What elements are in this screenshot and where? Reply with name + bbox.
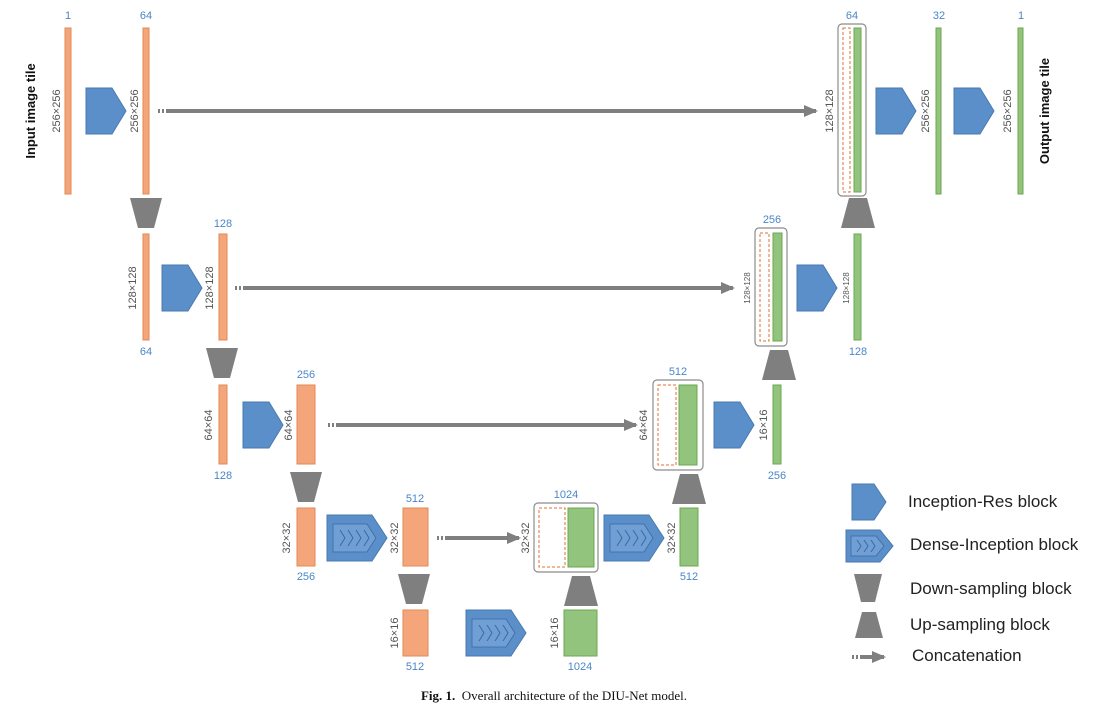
dec2-skip-bar	[759, 232, 770, 342]
enc3-in-bar	[218, 384, 228, 465]
size-label-dec3-concat: 64×64	[638, 410, 650, 441]
dec2-up-bar	[772, 232, 783, 342]
bottleneck-up-bar	[567, 507, 595, 568]
size-label-enc3-out: 64×64	[283, 410, 295, 441]
label-dec1-mid-channels: 32	[933, 10, 945, 22]
dec4-out-bar	[679, 507, 699, 567]
size-label-enc2-in: 128×128	[127, 266, 139, 309]
enc4-in-bar	[296, 507, 316, 567]
label-enc2-in-channels: 64	[140, 346, 152, 358]
inception-res-block-1	[85, 87, 127, 135]
dec3-up-bar	[678, 384, 698, 466]
enc2-out-bar	[218, 233, 228, 341]
inception-res-block-3	[242, 401, 284, 449]
dense-inception-block-1	[326, 514, 388, 562]
size-label-dec2-concat: 128×128	[743, 272, 752, 304]
up-sampling-block-2	[762, 350, 796, 380]
dec1-up-bar	[853, 27, 862, 193]
dec2-out-bar	[853, 233, 862, 341]
input-image-tile-title: Input image tile	[23, 63, 38, 158]
down-sampling-block-1	[130, 198, 162, 228]
size-label-input: 256×256	[51, 89, 63, 132]
caption-text: Overall architecture of the DIU-Net mode…	[461, 688, 688, 703]
label-dec3-concat-channels: 512	[669, 366, 687, 378]
size-label-bottleneck-concat: 32×32	[520, 523, 532, 554]
size-label-bottleneck-out: 16×16	[549, 618, 561, 649]
size-label-enc1: 256×256	[129, 89, 141, 132]
size-label-enc4-out: 32×32	[389, 523, 401, 554]
dense-inception-block-2	[603, 514, 665, 562]
size-label-dec2-out: 128×128	[842, 272, 851, 304]
figure-caption: Fig. 1. Overall architecture of the DIU-…	[0, 688, 1108, 704]
label-dec4-out-channels: 512	[680, 571, 698, 583]
legend-label-concatenation: Concatenation	[912, 646, 1022, 665]
inception-res-block-dec3	[713, 401, 755, 449]
input-feature-bar	[64, 27, 72, 195]
label-enc4-in-channels: 256	[297, 571, 315, 583]
enc2-in-bar	[142, 233, 150, 341]
label-output-channels: 1	[1018, 10, 1024, 22]
label-enc4-channels: 512	[406, 493, 424, 505]
size-label-enc4-in: 32×32	[281, 523, 293, 554]
dec3-skip-bar	[657, 384, 677, 466]
label-input-channels: 1	[65, 10, 71, 22]
dec1-skip-bar	[842, 27, 851, 193]
bottleneck-in-bar	[402, 609, 429, 657]
label-bottleneck-out-channels: 1024	[568, 661, 592, 673]
legend-label-down-sampling: Down-sampling block	[910, 579, 1072, 598]
label-enc3-channels: 256	[297, 369, 315, 381]
legend-dense-inception-icon	[845, 529, 894, 563]
output-image-tile-title: Output image tile	[1037, 58, 1052, 164]
legend-label-dense-inception: Dense-Inception block	[910, 535, 1079, 554]
down-sampling-block-3	[290, 472, 322, 502]
legend-label-up-sampling: Up-sampling block	[910, 615, 1050, 634]
bottleneck-skip-bar	[538, 507, 566, 568]
bottleneck-out-bar	[563, 609, 598, 657]
size-label-dec3-out: 16×16	[758, 410, 770, 441]
inception-res-block-2	[161, 264, 203, 312]
legend-label-inception-res: Inception-Res block	[908, 492, 1058, 511]
dense-inception-block-bottleneck	[465, 609, 527, 657]
size-label-enc2-out: 128×128	[204, 266, 216, 309]
legend-inception-res-icon	[851, 483, 887, 521]
label-dec2-out-channels: 128	[849, 346, 867, 358]
size-label-enc3-in: 64×64	[203, 410, 215, 441]
label-dec3-out-channels: 256	[768, 470, 786, 482]
size-label-output: 256×256	[1002, 89, 1014, 132]
dec1-concat-frame	[837, 23, 867, 197]
legend-up-sampling-icon	[855, 612, 883, 638]
label-enc1-channels: 64	[140, 10, 152, 22]
up-sampling-block-3	[672, 474, 706, 504]
enc3-out-bar	[296, 384, 316, 465]
enc4-out-bar	[402, 507, 429, 567]
up-sampling-block-1	[841, 198, 875, 228]
size-label-bottleneck-in: 16×16	[389, 618, 401, 649]
dec3-out-bar	[772, 384, 782, 465]
label-enc2-channels: 128	[214, 218, 232, 230]
inception-res-block-dec1	[875, 87, 917, 135]
label-bottleneck-concat-channels: 1024	[554, 489, 578, 501]
inception-res-block-out	[953, 87, 995, 135]
enc1-feature-bar	[142, 27, 150, 195]
up-sampling-block-4	[564, 576, 598, 606]
label-enc3-in-channels: 128	[214, 470, 232, 482]
caption-prefix: Fig. 1.	[420, 688, 456, 703]
size-label-dec1-concat: 128×128	[824, 89, 836, 132]
size-label-dec1-mid: 256×256	[920, 89, 932, 132]
output-feature-bar	[1017, 27, 1024, 195]
down-sampling-block-2	[206, 348, 238, 378]
label-dec1-concat-channels: 64	[846, 10, 858, 22]
legend	[845, 483, 894, 663]
down-sampling-block-4	[398, 574, 430, 604]
inception-res-block-dec2	[796, 264, 838, 312]
dec1-mid-bar	[935, 27, 942, 195]
size-label-dec4-out: 32×32	[666, 523, 678, 554]
label-dec2-concat-channels: 256	[763, 214, 781, 226]
legend-down-sampling-icon	[854, 574, 882, 602]
label-bottleneck-in-channels: 512	[406, 661, 424, 673]
